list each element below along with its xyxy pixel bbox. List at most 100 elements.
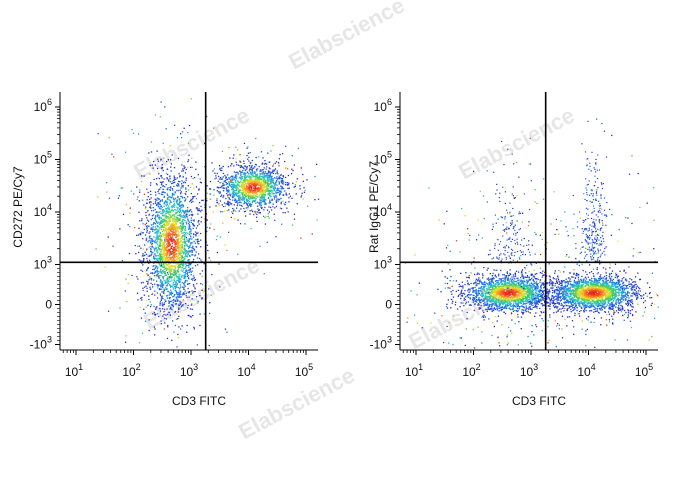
data-point (150, 208, 151, 209)
data-point (178, 287, 179, 288)
data-point (178, 304, 179, 305)
data-point (226, 193, 227, 194)
data-point (159, 227, 160, 228)
data-point (180, 223, 181, 224)
data-point (249, 169, 250, 170)
data-point (248, 185, 249, 186)
data-point (228, 166, 229, 167)
data-point (181, 306, 182, 307)
data-point (162, 284, 163, 285)
data-point (153, 226, 154, 227)
data-point (276, 193, 277, 194)
data-point (259, 205, 260, 206)
data-point (154, 275, 155, 276)
data-point (155, 114, 156, 115)
data-point (139, 245, 140, 246)
data-point (236, 164, 237, 165)
data-point (259, 246, 260, 247)
data-point (147, 255, 148, 256)
data-point (250, 186, 251, 187)
data-point (283, 188, 284, 189)
data-point (161, 273, 162, 274)
data-point (282, 181, 283, 182)
data-point (210, 181, 211, 182)
data-point (147, 199, 148, 200)
data-point (562, 316, 563, 317)
data-point (252, 191, 253, 192)
data-point (281, 174, 282, 175)
data-point (280, 185, 281, 186)
data-point (256, 170, 257, 171)
data-point (189, 291, 190, 292)
data-point (162, 201, 163, 202)
data-point (177, 235, 178, 236)
data-point (163, 259, 164, 260)
data-point (291, 169, 292, 170)
data-point (238, 173, 239, 174)
data-point (235, 175, 236, 176)
data-point (166, 282, 167, 283)
data-point (259, 202, 260, 203)
data-point (184, 193, 185, 194)
data-point (161, 194, 162, 195)
data-point (221, 179, 222, 180)
data-point (182, 282, 183, 283)
data-point (170, 281, 171, 282)
data-point (182, 210, 183, 211)
data-point (159, 289, 160, 290)
data-point (234, 185, 235, 186)
y-tick-label: 0 (45, 298, 52, 312)
data-point (155, 209, 156, 210)
data-point (166, 213, 167, 214)
data-point (192, 167, 193, 168)
data-point (172, 231, 173, 232)
data-point (176, 346, 177, 347)
data-point (181, 137, 182, 138)
data-point (164, 289, 165, 290)
data-point (238, 198, 239, 199)
data-point (183, 176, 184, 177)
data-point (162, 189, 163, 190)
data-point (252, 173, 253, 174)
data-point (177, 334, 178, 335)
data-point (172, 233, 173, 234)
data-point (466, 277, 467, 278)
data-point (195, 239, 196, 240)
data-point (264, 173, 265, 174)
data-point (249, 165, 250, 166)
data-point (189, 256, 190, 257)
data-point (266, 191, 267, 192)
data-point (198, 241, 199, 242)
data-point (214, 173, 215, 174)
data-point (184, 248, 185, 249)
data-point (285, 177, 286, 178)
data-point (188, 292, 189, 293)
y-tick-label: 104 (34, 202, 52, 219)
data-point (171, 294, 172, 295)
data-point (161, 184, 162, 185)
data-point (231, 217, 232, 218)
data-point (243, 163, 244, 164)
data-point (232, 213, 233, 214)
data-point (162, 207, 163, 208)
data-point (171, 217, 172, 218)
data-point (184, 243, 185, 244)
x-tick-label: 104 (237, 362, 255, 379)
data-point (154, 306, 155, 307)
data-point (201, 298, 202, 299)
data-point (167, 247, 168, 248)
data-point (156, 242, 157, 243)
data-point (166, 215, 167, 216)
data-point (269, 218, 270, 219)
data-point (164, 299, 165, 300)
data-point (258, 189, 259, 190)
data-point (170, 235, 171, 236)
data-point (267, 210, 268, 211)
data-point (161, 249, 162, 250)
data-point (186, 332, 187, 333)
data-point (171, 276, 172, 277)
data-point (152, 240, 153, 241)
data-point (151, 197, 152, 198)
data-point (180, 284, 181, 285)
data-point (217, 190, 218, 191)
